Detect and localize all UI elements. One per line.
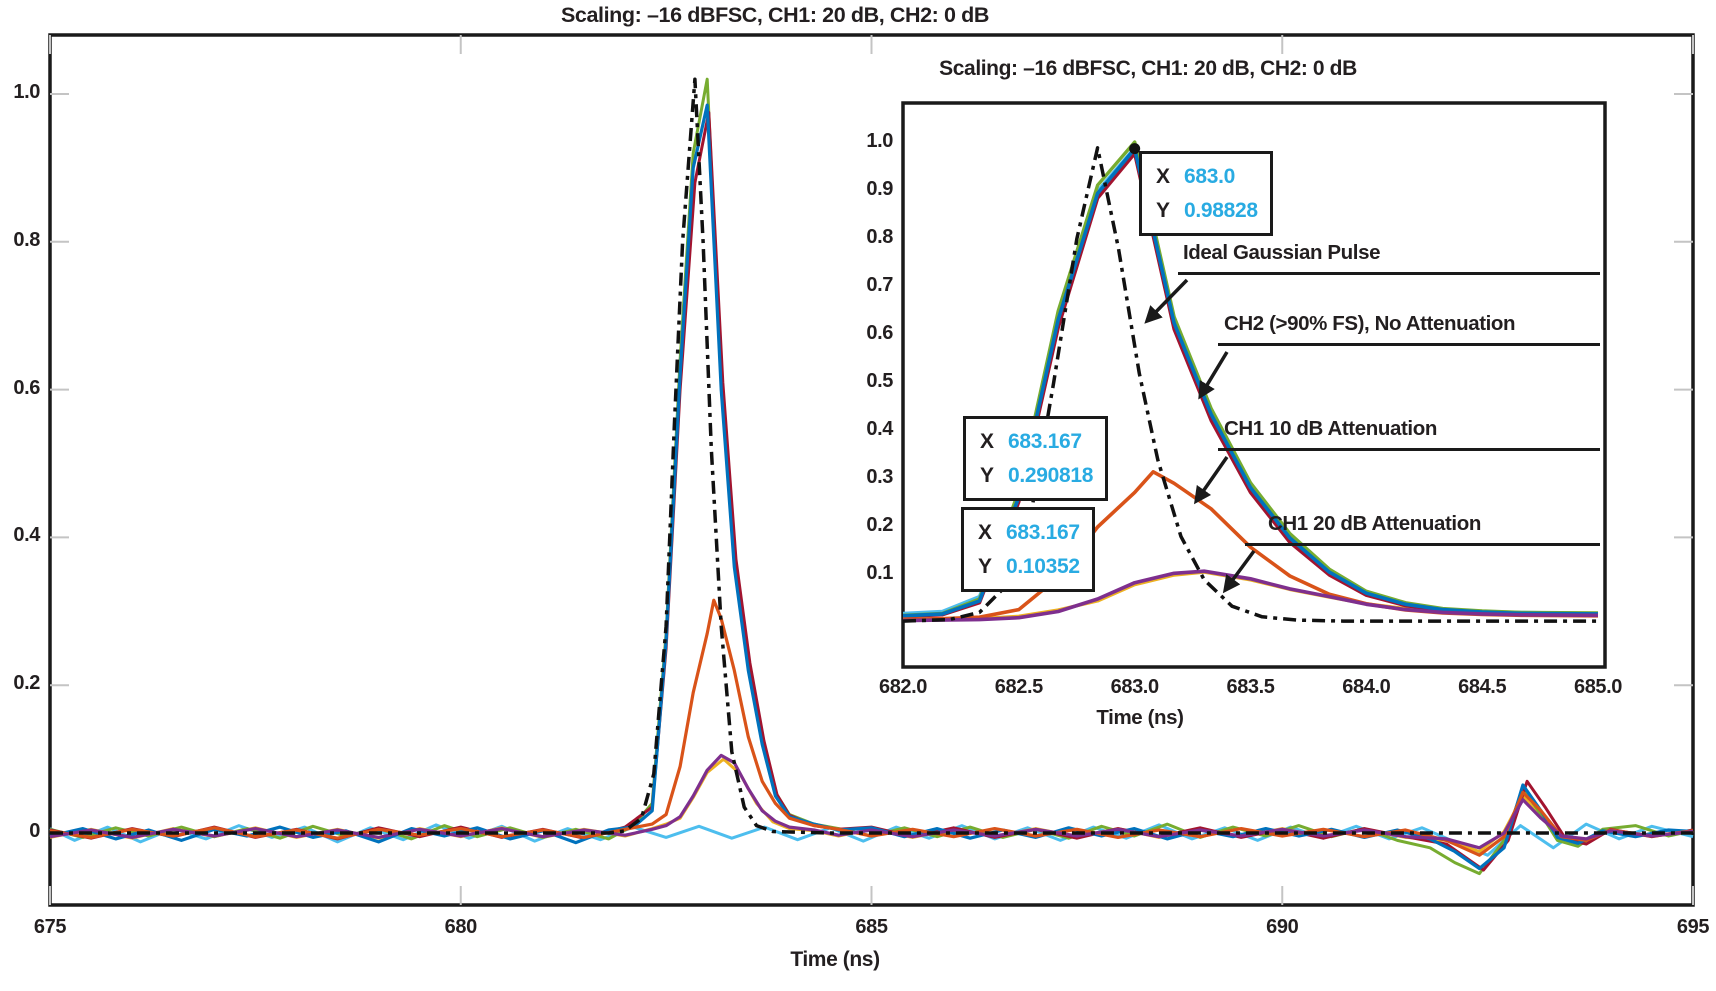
- curve-ch1-20db-attenuation: [903, 569, 1599, 623]
- curve-ideal-gaussian-pulse: [50, 77, 1693, 835]
- callout-arrow-3: [1222, 549, 1256, 594]
- callout-arrow-2: [1193, 455, 1229, 505]
- callout-arrow-0: [1144, 278, 1189, 324]
- callout-arrow-1: [1198, 351, 1229, 400]
